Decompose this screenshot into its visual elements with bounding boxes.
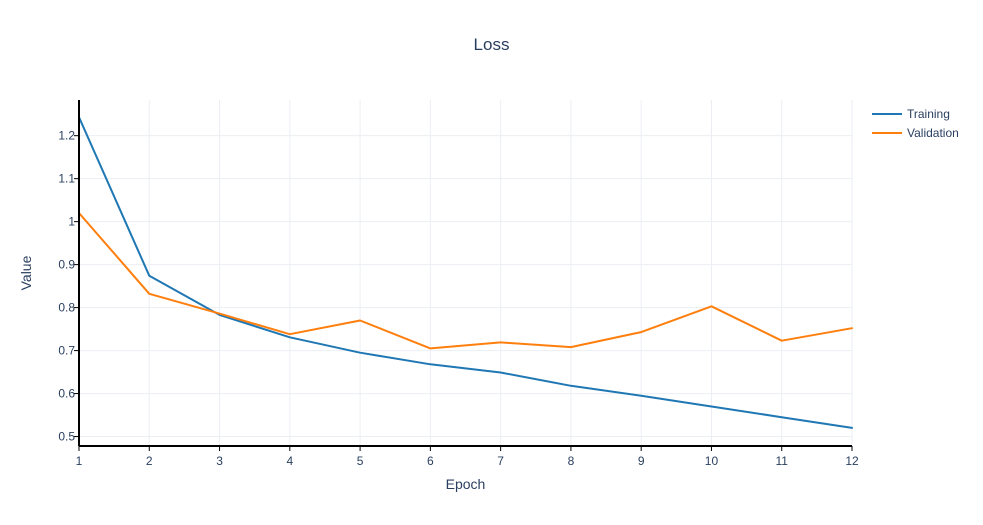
x-tick-label: 5 [357,454,364,468]
y-tick-label: 0.9 [58,258,75,272]
gridlines [78,100,853,446]
y-tick-label: 0.7 [58,344,75,358]
legend-label: Validation [907,126,959,140]
x-tick-label: 11 [775,454,788,468]
y-tick-label: 0.8 [58,301,75,315]
legend-item-validation[interactable]: Validation [872,126,959,140]
x-axis-ticks: 1 2 3 4 5 6 7 8 9 10 11 12 [76,446,859,468]
series-layer [78,116,853,429]
chart-title: Loss [474,35,510,54]
legend-label: Training [907,107,950,121]
x-tick-label: 2 [146,454,153,468]
series-line-validation [78,212,853,350]
y-tick-label: 1 [68,215,75,229]
x-tick-label: 12 [845,454,859,468]
legend-item-training[interactable]: Training [872,107,950,121]
x-tick-label: 6 [427,454,434,468]
x-tick-label: 4 [286,454,293,468]
y-tick-label: 0.5 [58,430,75,444]
y-axis-ticks: 0.5 0.6 0.7 0.8 0.9 1 1.1 1.2 [58,129,79,444]
x-tick-label: 7 [497,454,504,468]
y-tick-label: 1.1 [58,172,75,186]
x-tick-label: 3 [216,454,223,468]
y-tick-label: 1.2 [58,129,75,143]
y-axis-title: Value [18,255,34,290]
y-tick-label: 0.6 [58,387,75,401]
x-tick-label: 8 [568,454,575,468]
x-tick-label: 9 [638,454,645,468]
x-axis-title: Epoch [446,476,486,492]
x-tick-label: 10 [705,454,719,468]
legend[interactable]: Training Validation [872,107,959,140]
x-tick-label: 1 [76,454,83,468]
series-line-training [78,116,853,429]
